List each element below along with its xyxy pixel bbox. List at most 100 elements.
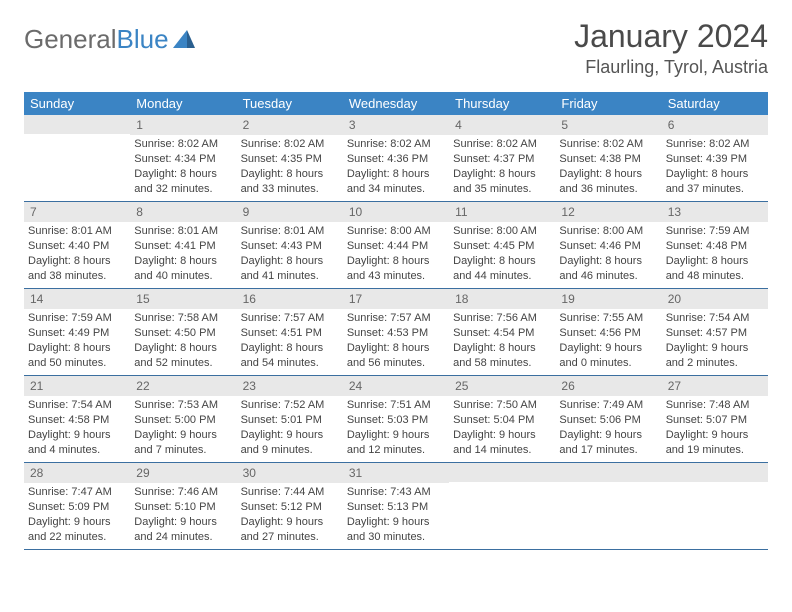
- day-cell: 27Sunrise: 7:48 AMSunset: 5:07 PMDayligh…: [662, 376, 768, 462]
- day-line: Sunset: 4:34 PM: [134, 152, 232, 167]
- day-number: 16: [237, 289, 343, 309]
- day-number: [555, 463, 661, 482]
- weekday-header-row: SundayMondayTuesdayWednesdayThursdayFrid…: [24, 92, 768, 115]
- day-line: Sunset: 4:38 PM: [559, 152, 657, 167]
- day-body: Sunrise: 7:50 AMSunset: 5:04 PMDaylight:…: [449, 396, 555, 461]
- day-cell: 14Sunrise: 7:59 AMSunset: 4:49 PMDayligh…: [24, 289, 130, 375]
- day-line: Sunrise: 7:58 AM: [134, 311, 232, 326]
- day-number: 1: [130, 115, 236, 135]
- weekday-cell: Thursday: [449, 92, 555, 115]
- day-line: Sunset: 4:51 PM: [241, 326, 339, 341]
- day-line: Sunrise: 8:02 AM: [559, 137, 657, 152]
- day-number: 27: [662, 376, 768, 396]
- logo-triangle-icon: [173, 24, 195, 55]
- day-cell: 18Sunrise: 7:56 AMSunset: 4:54 PMDayligh…: [449, 289, 555, 375]
- day-body: Sunrise: 8:01 AMSunset: 4:40 PMDaylight:…: [24, 222, 130, 287]
- day-body: Sunrise: 7:54 AMSunset: 4:57 PMDaylight:…: [662, 309, 768, 374]
- day-cell: 1Sunrise: 8:02 AMSunset: 4:34 PMDaylight…: [130, 115, 236, 201]
- day-line: Sunset: 4:57 PM: [666, 326, 764, 341]
- day-cell: 3Sunrise: 8:02 AMSunset: 4:36 PMDaylight…: [343, 115, 449, 201]
- day-body: Sunrise: 8:02 AMSunset: 4:36 PMDaylight:…: [343, 135, 449, 200]
- day-cell: 11Sunrise: 8:00 AMSunset: 4:45 PMDayligh…: [449, 202, 555, 288]
- week-row: 28Sunrise: 7:47 AMSunset: 5:09 PMDayligh…: [24, 463, 768, 550]
- day-cell: 5Sunrise: 8:02 AMSunset: 4:38 PMDaylight…: [555, 115, 661, 201]
- weekday-cell: Tuesday: [237, 92, 343, 115]
- day-body: Sunrise: 7:49 AMSunset: 5:06 PMDaylight:…: [555, 396, 661, 461]
- day-number: 11: [449, 202, 555, 222]
- day-body: Sunrise: 7:59 AMSunset: 4:48 PMDaylight:…: [662, 222, 768, 287]
- day-cell: 8Sunrise: 8:01 AMSunset: 4:41 PMDaylight…: [130, 202, 236, 288]
- day-number: [24, 115, 130, 134]
- day-body: [449, 482, 555, 488]
- day-body: Sunrise: 7:57 AMSunset: 4:51 PMDaylight:…: [237, 309, 343, 374]
- day-line: Sunset: 4:53 PM: [347, 326, 445, 341]
- day-line: Sunrise: 7:50 AM: [453, 398, 551, 413]
- day-cell: 16Sunrise: 7:57 AMSunset: 4:51 PMDayligh…: [237, 289, 343, 375]
- day-body: Sunrise: 7:59 AMSunset: 4:49 PMDaylight:…: [24, 309, 130, 374]
- weeks-container: 1 Sunrise: 8:02 AM Sunset: 4:34 PM Daylight…: [24, 115, 768, 550]
- day-line: Daylight: 9 hours and 24 minutes.: [134, 515, 232, 545]
- day-cell: 13Sunrise: 7:59 AMSunset: 4:48 PMDayligh…: [662, 202, 768, 288]
- day-line: Sunrise: 8:02 AM: [453, 137, 551, 152]
- day-line: Daylight: 8 hours and 40 minutes.: [134, 254, 232, 284]
- day-line: Sunrise: 7:54 AM: [28, 398, 126, 413]
- day-body: Sunrise: 7:51 AMSunset: 5:03 PMDaylight:…: [343, 396, 449, 461]
- day-body: Sunrise: 7:52 AMSunset: 5:01 PMDaylight:…: [237, 396, 343, 461]
- day-line: Sunrise: 8:01 AM: [241, 224, 339, 239]
- day-line: Sunrise: 8:00 AM: [453, 224, 551, 239]
- logo-text-gray: General: [24, 24, 117, 55]
- month-title: January 2024: [574, 18, 768, 55]
- day-line: Sunset: 4:35 PM: [241, 152, 339, 167]
- weekday-cell: Friday: [555, 92, 661, 115]
- day-line: Daylight: 8 hours and 52 minutes.: [134, 341, 232, 371]
- day-body: Sunrise: 8:02 AMSunset: 4:37 PMDaylight:…: [449, 135, 555, 200]
- day-line: Sunset: 5:06 PM: [559, 413, 657, 428]
- day-cell: [555, 463, 661, 549]
- weekday-cell: Saturday: [662, 92, 768, 115]
- day-line: Sunset: 4:49 PM: [28, 326, 126, 341]
- day-number: 13: [662, 202, 768, 222]
- day-line: Sunrise: 7:52 AM: [241, 398, 339, 413]
- day-number: 8: [130, 202, 236, 222]
- day-body: Sunrise: 7:44 AMSunset: 5:12 PMDaylight:…: [237, 483, 343, 548]
- day-line: Daylight: 8 hours and 50 minutes.: [28, 341, 126, 371]
- day-number: 18: [449, 289, 555, 309]
- day-number: 19: [555, 289, 661, 309]
- day-body: Sunrise: 7:43 AMSunset: 5:13 PMDaylight:…: [343, 483, 449, 548]
- week-row: 14Sunrise: 7:59 AMSunset: 4:49 PMDayligh…: [24, 289, 768, 376]
- day-body: Sunrise: 8:02 AMSunset: 4:39 PMDaylight:…: [662, 135, 768, 200]
- day-line: Daylight: 8 hours and 58 minutes.: [453, 341, 551, 371]
- day-cell: 30Sunrise: 7:44 AMSunset: 5:12 PMDayligh…: [237, 463, 343, 549]
- day-body: Sunrise: 8:02 AMSunset: 4:38 PMDaylight:…: [555, 135, 661, 200]
- weekday-cell: Sunday: [24, 92, 130, 115]
- day-line: Daylight: 8 hours and 35 minutes.: [453, 167, 551, 197]
- day-line: Sunrise: 7:46 AM: [134, 485, 232, 500]
- week-row: 7Sunrise: 8:01 AMSunset: 4:40 PMDaylight…: [24, 202, 768, 289]
- calendar: SundayMondayTuesdayWednesdayThursdayFrid…: [24, 92, 768, 550]
- header: GeneralBlue January 2024 Flaurling, Tyro…: [24, 18, 768, 78]
- day-number: 2: [237, 115, 343, 135]
- day-cell: 19Sunrise: 7:55 AMSunset: 4:56 PMDayligh…: [555, 289, 661, 375]
- day-body: Sunrise: 7:56 AMSunset: 4:54 PMDaylight:…: [449, 309, 555, 374]
- day-line: Daylight: 8 hours and 43 minutes.: [347, 254, 445, 284]
- day-line: Sunrise: 7:55 AM: [559, 311, 657, 326]
- day-line: Daylight: 8 hours and 56 minutes.: [347, 341, 445, 371]
- day-number: 10: [343, 202, 449, 222]
- day-line: Sunrise: 8:02 AM: [241, 137, 339, 152]
- day-line: Sunrise: 8:01 AM: [134, 224, 232, 239]
- day-line: Sunrise: 7:47 AM: [28, 485, 126, 500]
- day-line: Sunrise: 7:53 AM: [134, 398, 232, 413]
- day-line: Sunrise: 7:57 AM: [347, 311, 445, 326]
- day-line: Sunset: 4:50 PM: [134, 326, 232, 341]
- day-line: Sunrise: 7:48 AM: [666, 398, 764, 413]
- day-line: Daylight: 8 hours and 36 minutes.: [559, 167, 657, 197]
- day-cell: 10Sunrise: 8:00 AMSunset: 4:44 PMDayligh…: [343, 202, 449, 288]
- day-line: Sunrise: 7:57 AM: [241, 311, 339, 326]
- day-number: 15: [130, 289, 236, 309]
- day-cell: 31Sunrise: 7:43 AMSunset: 5:13 PMDayligh…: [343, 463, 449, 549]
- logo-text-blue: Blue: [117, 24, 169, 55]
- day-line: Sunset: 4:45 PM: [453, 239, 551, 254]
- day-body: Sunrise: 7:48 AMSunset: 5:07 PMDaylight:…: [662, 396, 768, 461]
- weekday-cell: Wednesday: [343, 92, 449, 115]
- day-cell: 23Sunrise: 7:52 AMSunset: 5:01 PMDayligh…: [237, 376, 343, 462]
